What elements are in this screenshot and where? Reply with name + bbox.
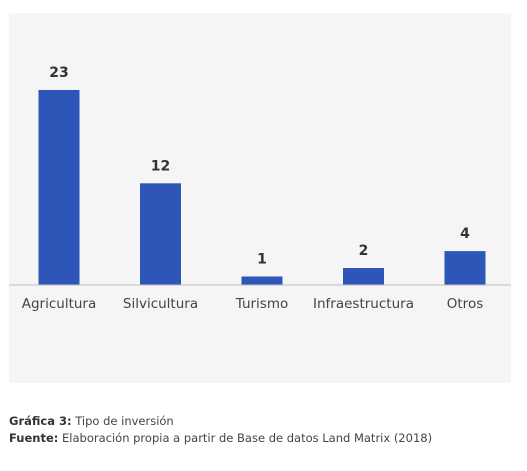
value-label-otros: 4 [460,226,470,242]
source-text: Elaboración propia a partir de Base de d… [58,431,433,445]
value-label-silvicultura: 12 [151,158,170,174]
bar-otros [444,251,486,285]
category-label-infraestructura: Infraestructura [313,296,414,312]
bar-chart: 23 Agricultura 12 Silvicultura 1 Turismo 2 Infr… [9,65,511,312]
category-label-silvicultura: Silvicultura [123,296,198,312]
bar-turismo [241,276,283,285]
figure-label: Gráfica 3: [9,414,72,428]
value-label-infraestructura: 2 [359,243,369,259]
bar-silvicultura [140,183,181,285]
figure-caption: Gráfica 3: Tipo de inversión Fuente: Ela… [9,413,432,447]
category-label-otros: Otros [447,296,483,312]
category-label-turismo: Turismo [235,296,289,312]
figure-title: Tipo de inversión [71,414,174,428]
bar-infraestructura [343,268,384,285]
chart-panel: 23 Agricultura 12 Silvicultura 1 Turismo 2 Infr… [9,13,511,383]
value-label-agricultura: 23 [49,65,68,81]
labels-layer: 23 Agricultura 12 Silvicultura 1 Turismo 2 Infr… [22,65,483,312]
source-label: Fuente: [9,431,59,445]
value-label-turismo: 1 [257,252,267,268]
category-label-agricultura: Agricultura [22,296,97,312]
figure-title-line: Gráfica 3: Tipo de inversión [9,413,432,430]
figure-source-line: Fuente: Elaboración propia a partir de B… [9,430,432,447]
bar-agricultura [38,90,80,285]
bars-layer [38,90,486,285]
